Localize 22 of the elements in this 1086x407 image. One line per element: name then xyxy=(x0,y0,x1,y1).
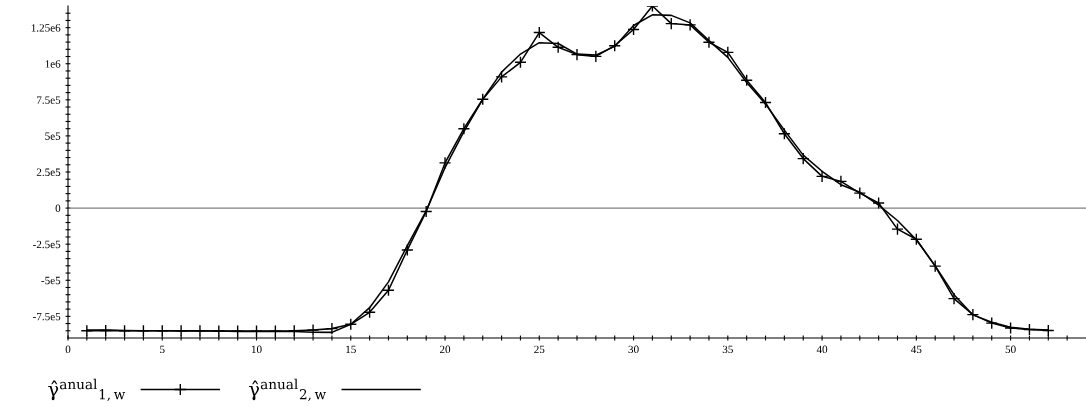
x-tick-label: 10 xyxy=(251,345,262,354)
x-tick-label: 45 xyxy=(910,345,922,354)
y-tick-label: 1e6 xyxy=(45,60,61,68)
x-tick-label: 35 xyxy=(722,345,733,354)
x-tick-label: 5 xyxy=(160,345,165,354)
legend-label: γ̂$^{anual}$$_{1,w}$ xyxy=(48,378,126,402)
x-tick-label: 50 xyxy=(1005,345,1016,354)
y-tick-label: 2.5e5 xyxy=(36,168,61,177)
x-tick-label: 0 xyxy=(65,345,71,354)
y-tick-label: -7.5e5 xyxy=(33,312,61,321)
legend-label: γ̂$^{anual}$$_{2,w}$ xyxy=(249,378,326,402)
y-tick-label: 5e5 xyxy=(45,132,61,140)
x-tick-label: 40 xyxy=(816,345,828,354)
x-tick-label: 25 xyxy=(534,345,545,354)
y-tick-label: 0 xyxy=(55,204,61,213)
x-tick-label: 15 xyxy=(346,345,356,354)
x-tick-label: 30 xyxy=(628,345,639,354)
y-tick-label: 7.5e5 xyxy=(37,96,61,104)
y-tick-label: -2.5e5 xyxy=(33,240,61,249)
x-tick-label: 20 xyxy=(439,345,451,354)
y-tick-label: -5e5 xyxy=(41,276,61,285)
y-tick-label: 1.25e6 xyxy=(31,24,61,32)
